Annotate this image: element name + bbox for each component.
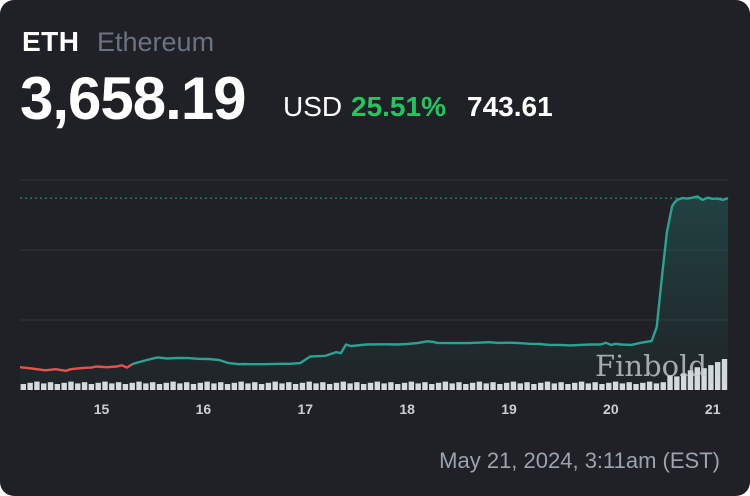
price-line-down	[19, 363, 133, 372]
x-tick-label: 15	[94, 401, 110, 417]
x-tick-label: 16	[196, 401, 212, 417]
currency-label: USD	[283, 91, 343, 122]
watermark-logo: Finbold	[595, 349, 707, 383]
chart-grid	[20, 179, 728, 321]
asset-symbol: ETH	[22, 26, 80, 57]
price-area	[20, 196, 728, 388]
price-line-up	[131, 195, 729, 366]
x-tick-label: 18	[399, 401, 415, 417]
change-percent: 25.51%	[351, 91, 446, 122]
x-tick-label: 19	[501, 401, 517, 417]
x-tick-label: 21	[705, 401, 721, 417]
x-tick-label: 17	[297, 401, 313, 417]
price-chart: Finbold 15 16 17 18 19 20 21	[19, 179, 729, 417]
x-tick-label: 20	[603, 401, 619, 417]
asset-name: Ethereum	[97, 27, 215, 57]
change-value: 743.61	[467, 91, 553, 122]
timestamp: May 21, 2024, 3:11am (EST)	[439, 448, 720, 473]
x-axis: 15 16 17 18 19 20 21	[94, 401, 721, 417]
current-price: 3,658.19	[20, 65, 247, 132]
